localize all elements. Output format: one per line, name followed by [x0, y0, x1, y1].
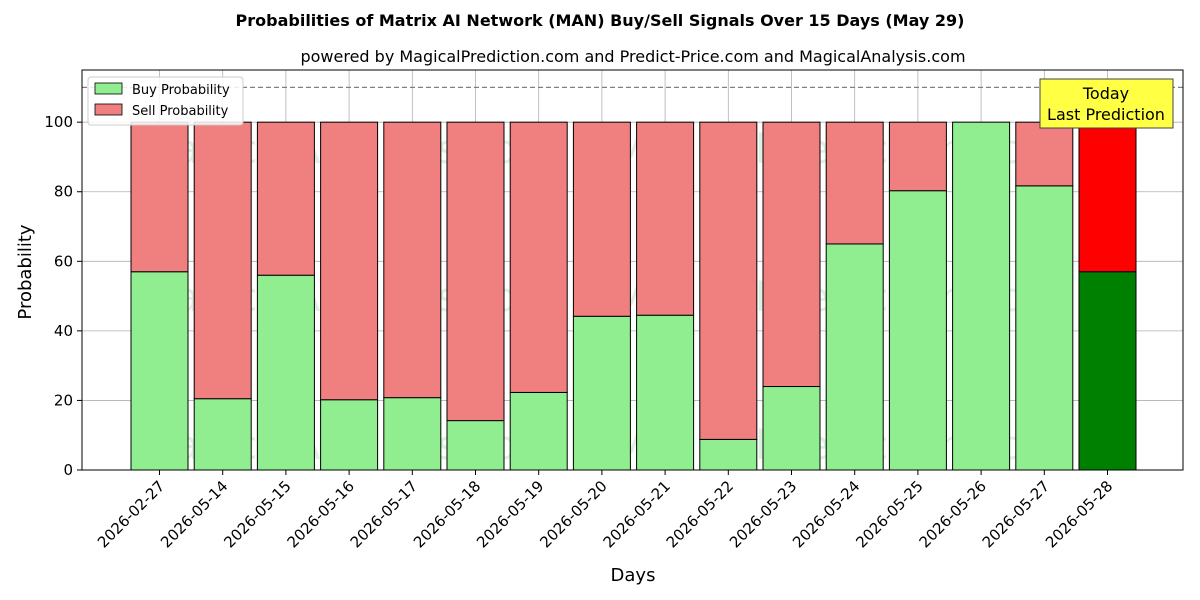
- y-tick-label-1: 20: [54, 391, 73, 409]
- bar-sell-2026-05-24: [825, 121, 884, 245]
- bar-sell-2026-05-28: [1078, 121, 1137, 273]
- annotation-line-2: Last Prediction: [1047, 105, 1165, 124]
- bar-buy-2026-05-17: [383, 397, 442, 471]
- bar-sell-2026-05-16: [320, 121, 379, 401]
- bar-buy-2026-05-16: [320, 399, 379, 471]
- legend-buy-swatch: [94, 82, 123, 95]
- bar-buy-2026-05-24: [825, 243, 884, 471]
- x-tick-label-9: 2026-05-22: [663, 477, 737, 551]
- x-tick-label-12: 2026-05-25: [852, 477, 926, 551]
- plot-frame: [81, 69, 1184, 471]
- bar-buy-2026-05-14: [193, 398, 252, 471]
- bar-sell-2026-05-22: [699, 121, 758, 440]
- x-axis-label: Days: [611, 565, 656, 586]
- bar-buy-2026-05-19: [509, 391, 568, 471]
- y-tick-label-3: 60: [54, 252, 73, 270]
- legend-buy-label: Buy Probability: [132, 83, 230, 98]
- x-tick-label-1: 2026-05-14: [157, 477, 231, 551]
- bar-buy-2026-05-22: [699, 438, 758, 471]
- x-tick-label-5: 2026-05-18: [410, 477, 484, 551]
- annotation-box: [1039, 78, 1174, 129]
- bar-buy-2026-05-27: [1015, 185, 1074, 471]
- bar-buy-2026-05-15: [256, 274, 315, 471]
- annotation-line-1: Today: [1082, 84, 1129, 103]
- chart-subtitle: powered by MagicalPrediction.com and Pre…: [300, 47, 965, 66]
- bar-buy-2026-05-21: [636, 314, 695, 471]
- bar-sell-2026-05-14: [193, 121, 252, 400]
- bar-buy-2026-05-18: [446, 420, 505, 471]
- y-tick-label-4: 80: [54, 183, 73, 201]
- bar-sell-2026-05-21: [636, 121, 695, 316]
- legend: Buy Probability Sell Probability: [87, 76, 244, 126]
- bar-buy-2026-02-27: [130, 271, 189, 471]
- bar-buy-2026-05-23: [762, 386, 821, 471]
- x-tick-label-7: 2026-05-20: [536, 477, 610, 551]
- y-tick-label-0: 0: [63, 461, 73, 479]
- bar-sell-2026-05-18: [446, 121, 505, 422]
- x-tick-label-8: 2026-05-21: [600, 477, 674, 551]
- bar-sell-2026-05-17: [383, 121, 442, 399]
- x-tick-label-13: 2026-05-26: [916, 477, 990, 551]
- x-tick-label-2: 2026-05-15: [220, 477, 294, 551]
- bar-sell-2026-05-19: [509, 121, 568, 393]
- legend-sell-label: Sell Probability: [132, 104, 229, 119]
- bar-sell-2026-05-23: [762, 121, 821, 388]
- x-tick-label-4: 2026-05-17: [347, 477, 421, 551]
- legend-sell-swatch: [94, 103, 123, 116]
- bar-buy-2026-05-26: [952, 121, 1011, 471]
- x-tick-label-6: 2026-05-19: [473, 477, 547, 551]
- x-tick-label-0: 2026-02-27: [94, 477, 168, 551]
- x-tick-label-14: 2026-05-27: [979, 477, 1053, 551]
- bar-sell-2026-05-25: [888, 121, 947, 192]
- y-tick-label-2: 40: [54, 322, 73, 340]
- bar-buy-2026-05-28: [1078, 271, 1137, 471]
- bar-sell-2026-05-27: [1015, 121, 1074, 187]
- y-axis: 0 20 40 60 80 100: [44, 113, 82, 479]
- today-annotation: Today Last Prediction: [1039, 78, 1174, 129]
- x-tick-label-3: 2026-05-16: [284, 477, 358, 551]
- bar-sell-2026-02-27: [130, 121, 189, 273]
- bars: [130, 121, 1137, 471]
- bar-buy-2026-05-25: [888, 190, 947, 471]
- x-tick-label-15: 2026-05-28: [1042, 477, 1116, 551]
- chart-title: Probabilities of Matrix AI Network (MAN)…: [236, 11, 965, 30]
- y-tick-label-5: 100: [44, 113, 73, 131]
- x-axis: 2026-02-272026-05-142026-05-152026-05-16…: [94, 470, 1116, 551]
- x-tick-label-10: 2026-05-23: [726, 477, 800, 551]
- bar-sell-2026-05-20: [572, 121, 631, 317]
- legend-box: [87, 76, 244, 126]
- x-tick-label-11: 2026-05-24: [789, 477, 863, 551]
- y-axis-label: Probability: [15, 224, 36, 319]
- bar-buy-2026-05-20: [572, 315, 631, 471]
- bar-sell-2026-05-15: [256, 121, 315, 276]
